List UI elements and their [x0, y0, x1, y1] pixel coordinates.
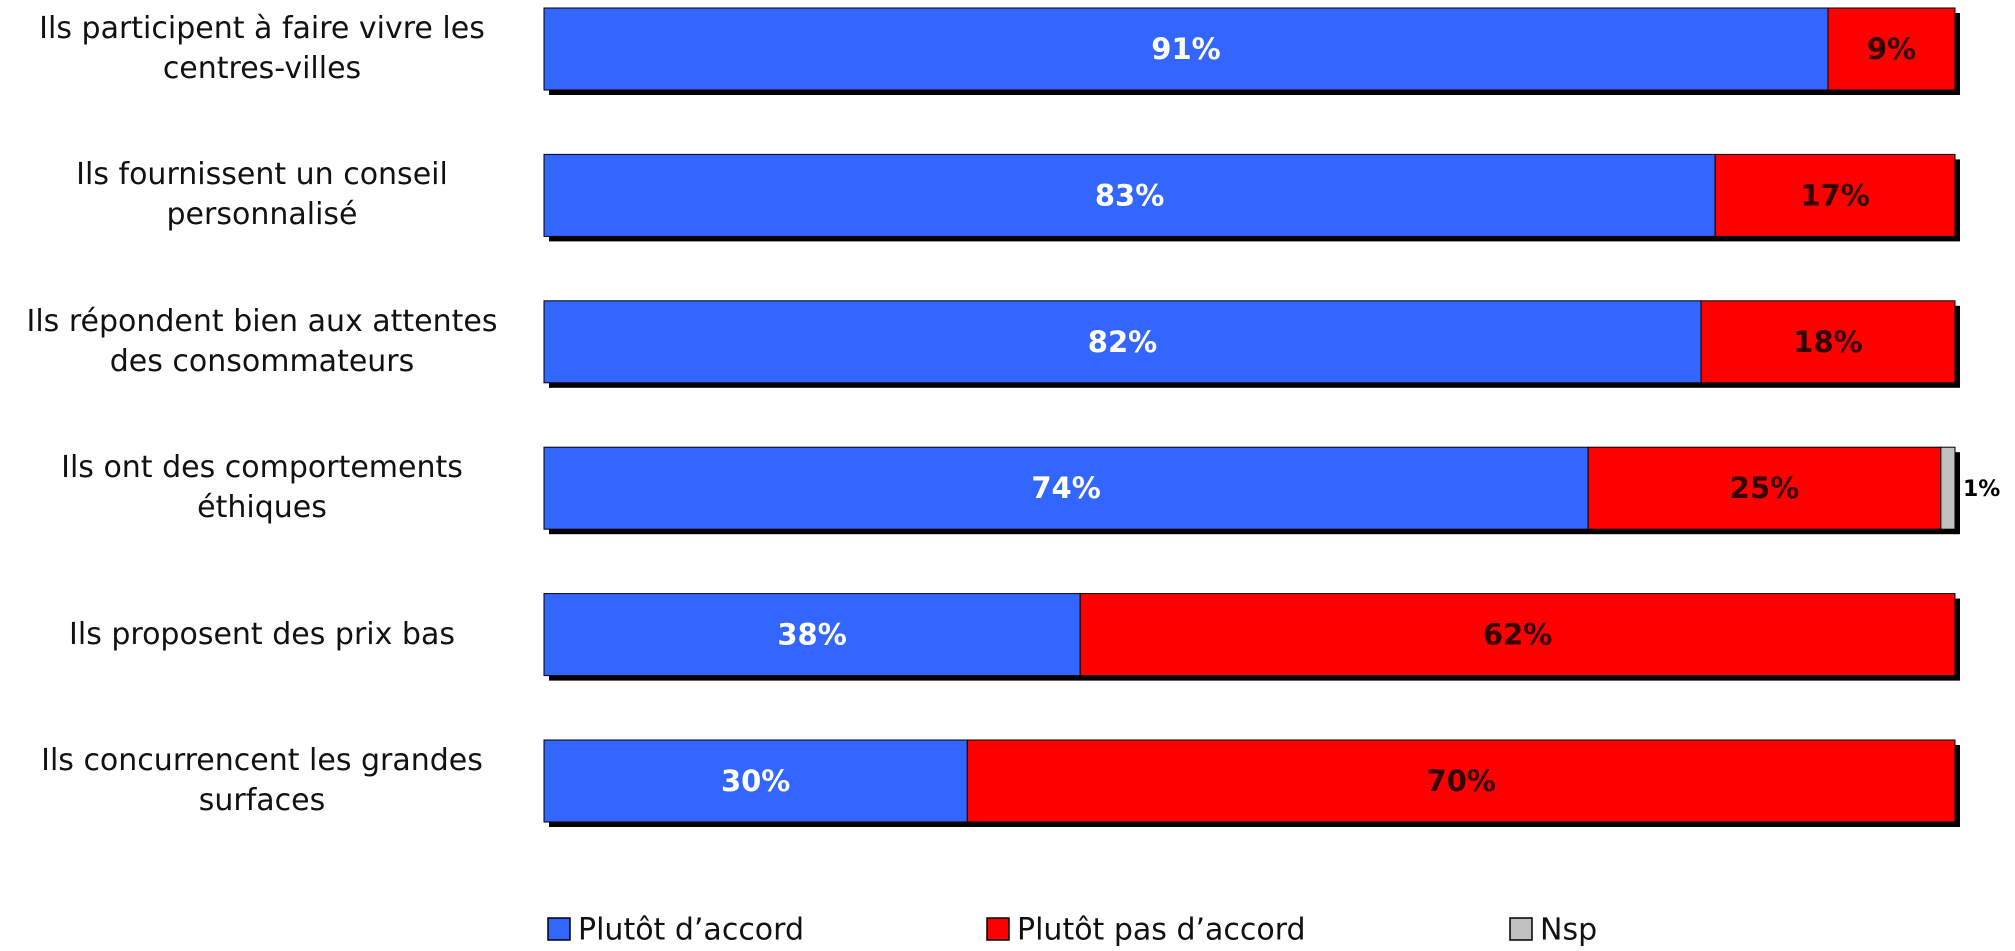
data-label: 83% — [1095, 178, 1164, 212]
bar-segment — [543, 739, 968, 823]
category-label: Ils participent à faire vivre les centre… — [39, 11, 485, 86]
bar-segment — [543, 7, 1829, 91]
data-label: 38% — [777, 618, 846, 652]
data-label: 17% — [1800, 178, 1869, 212]
category-label: Ils répondent bien aux attentes des cons… — [26, 303, 498, 379]
bar-segment — [1827, 7, 1956, 91]
bar-segment — [543, 446, 1589, 530]
bar-segment — [1714, 153, 1956, 237]
bar-segment — [1587, 446, 1942, 530]
category-label: Ils fournissent un conseil personnalisé — [76, 157, 448, 233]
category-label: Ils ont des comportements éthiques — [61, 450, 463, 526]
bar-segment — [543, 593, 1081, 677]
data-label: 25% — [1730, 471, 1799, 505]
data-label: 30% — [721, 764, 790, 798]
bar-segment — [1079, 593, 1956, 677]
data-label: 70% — [1426, 764, 1495, 798]
legend-label: Plutôt d’accord — [578, 913, 804, 948]
legend-label: Plutôt pas d’accord — [1017, 913, 1306, 948]
legend-swatch — [547, 917, 571, 941]
data-label: 82% — [1088, 325, 1157, 359]
data-label: 91% — [1151, 32, 1220, 66]
bar-segment — [543, 153, 1716, 237]
bar-segment — [543, 300, 1702, 384]
bar-segment — [966, 739, 1956, 823]
bar-segment — [1940, 446, 1956, 530]
legend-swatch — [986, 917, 1010, 941]
legend-label: Nsp — [1540, 913, 1597, 948]
data-label: 18% — [1793, 325, 1862, 359]
legend-swatch — [1509, 917, 1533, 941]
data-label: 74% — [1031, 471, 1100, 505]
data-label: 9% — [1867, 32, 1916, 66]
data-label: 1% — [1963, 477, 2000, 502]
data-label: 62% — [1483, 618, 1552, 652]
category-label: Ils concurrencent les grandes surfaces — [41, 743, 483, 818]
category-label: Ils proposent des prix bas — [69, 616, 455, 652]
bar-segment — [1700, 300, 1956, 384]
